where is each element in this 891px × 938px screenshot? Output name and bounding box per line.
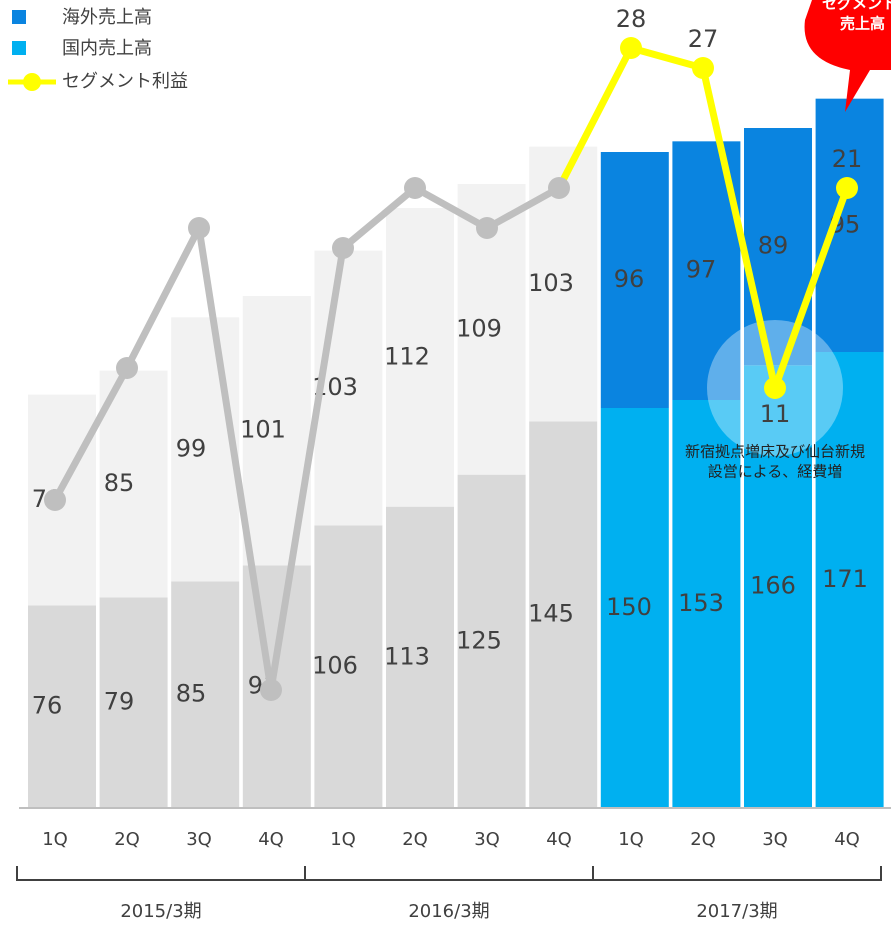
profit-line <box>771 184 851 392</box>
profit-point <box>692 57 714 79</box>
profit-line <box>51 364 131 504</box>
profit-point <box>404 177 426 199</box>
data-label: 106 <box>312 652 358 680</box>
bar-overseas <box>815 98 884 353</box>
data-label: 89 <box>758 232 789 260</box>
data-label: 79 <box>104 688 135 716</box>
profit-line <box>699 64 779 392</box>
bar-domestic <box>171 581 240 808</box>
data-label: 97 <box>686 256 717 284</box>
x-tick-label: 4Q <box>834 829 860 850</box>
bar-domestic <box>815 352 884 808</box>
legend-label: セグメント利益 <box>62 71 188 92</box>
bar-domestic <box>600 408 669 808</box>
bar-domestic <box>28 605 96 808</box>
annotation: 新宿拠点増床及び仙台新規 <box>685 443 865 461</box>
legend-marker <box>23 73 41 91</box>
group-label: 2017/3期 <box>696 901 777 922</box>
legend-label: 海外売上高 <box>62 7 152 28</box>
profit-point <box>620 37 642 59</box>
data-label: 153 <box>678 589 724 617</box>
bar-domestic <box>314 525 383 808</box>
profit-point <box>764 377 786 399</box>
x-tick-label: 4Q <box>546 829 572 850</box>
x-tick-label: 3Q <box>474 829 500 850</box>
profit-line <box>555 44 635 192</box>
profit-label: 27 <box>688 25 719 53</box>
profit-line <box>195 224 275 694</box>
x-tick-label: 1Q <box>330 829 356 850</box>
data-label: 96 <box>614 265 645 293</box>
group-label: 2016/3期 <box>408 901 489 922</box>
x-tick-label: 4Q <box>258 829 284 850</box>
bar-overseas <box>314 250 383 526</box>
data-label: 99 <box>176 434 207 462</box>
profit-line <box>267 244 347 694</box>
x-tick-label: 1Q <box>42 829 68 850</box>
profit-line <box>339 184 419 252</box>
group-bracket <box>16 866 306 881</box>
profit-point <box>188 217 210 239</box>
data-label: 171 <box>822 565 868 593</box>
bar-domestic <box>529 421 598 808</box>
data-label: 113 <box>384 642 430 670</box>
bar-overseas <box>386 208 454 507</box>
annotation: 設営による、経費増 <box>708 463 843 481</box>
profit-point <box>548 177 570 199</box>
data-label: 125 <box>456 626 502 654</box>
x-tick-label: 1Q <box>618 829 644 850</box>
profit-label: 21 <box>832 145 863 173</box>
data-label: 145 <box>528 600 574 628</box>
group-label: 2015/3期 <box>120 901 201 922</box>
bar-domestic <box>744 365 812 808</box>
data-label: 85 <box>104 469 135 497</box>
data-label: 103 <box>528 269 574 297</box>
data-label: 109 <box>456 314 502 342</box>
profit-line <box>411 184 491 232</box>
data-label: 150 <box>606 593 652 621</box>
x-tick-label: 3Q <box>186 829 212 850</box>
bar-domestic <box>99 597 168 808</box>
legend-label: 国内売上高 <box>62 38 152 59</box>
profit-point <box>116 357 138 379</box>
bar-overseas <box>600 152 669 408</box>
callout-text: セグメント <box>822 0 891 13</box>
profit-line <box>123 224 203 372</box>
bar-domestic <box>386 506 454 808</box>
profit-label: 28 <box>616 5 647 33</box>
profit-point <box>836 177 858 199</box>
profit-point <box>260 679 282 701</box>
data-label: 101 <box>240 416 286 444</box>
profit-point <box>332 237 354 259</box>
x-tick-label: 2Q <box>690 829 716 850</box>
legend-swatch <box>12 10 26 24</box>
group-bracket <box>592 866 882 881</box>
profit-line <box>627 44 707 72</box>
profit-point <box>476 217 498 239</box>
legend-swatch <box>12 41 26 55</box>
x-tick-label: 3Q <box>762 829 788 850</box>
bar-overseas <box>99 370 168 598</box>
bar-domestic <box>457 474 526 808</box>
group-bracket <box>304 866 594 881</box>
x-tick-label: 2Q <box>402 829 428 850</box>
data-label: 85 <box>176 680 207 708</box>
callout-text: 売上高 <box>840 15 885 33</box>
callout <box>804 0 891 112</box>
bar-domestic <box>672 400 741 808</box>
bar-overseas <box>171 317 240 582</box>
x-tick-label: 2Q <box>114 829 140 850</box>
data-label: 76 <box>32 692 63 720</box>
profit-point <box>44 489 66 511</box>
profit-label: 11 <box>760 400 791 428</box>
data-label: 166 <box>750 572 796 600</box>
profit-line <box>483 184 563 232</box>
data-label: 112 <box>384 342 430 370</box>
